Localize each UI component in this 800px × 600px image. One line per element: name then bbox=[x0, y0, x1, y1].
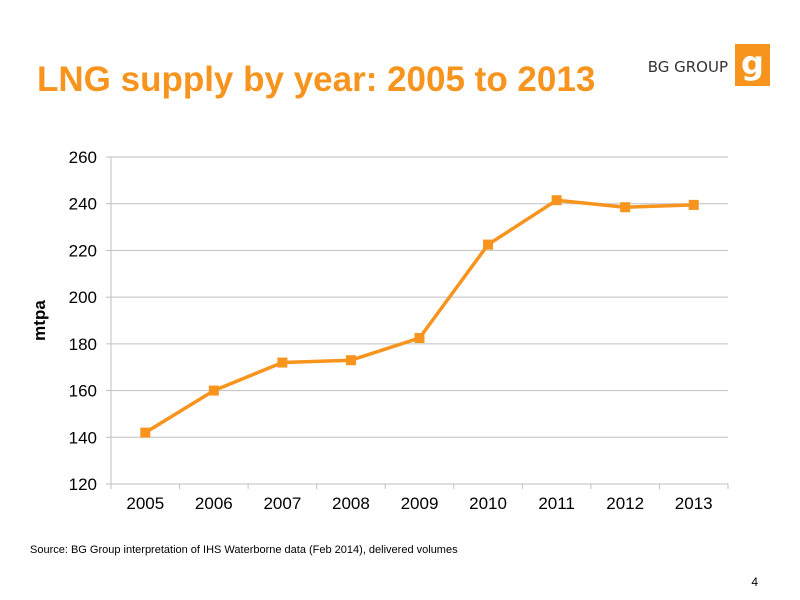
y-tick-label: 140 bbox=[69, 428, 97, 447]
data-point bbox=[483, 239, 494, 250]
logo-letter: g bbox=[741, 44, 764, 82]
data-point bbox=[345, 355, 356, 366]
brand-name: BG GROUP bbox=[647, 58, 728, 76]
x-tick-label: 2005 bbox=[126, 494, 164, 513]
data-point bbox=[620, 202, 631, 213]
y-axis-title: mtpa bbox=[30, 300, 49, 341]
x-tick-label: 2008 bbox=[332, 494, 370, 513]
x-tick-label: 2009 bbox=[401, 494, 439, 513]
data-point bbox=[140, 427, 151, 438]
axes bbox=[106, 156, 729, 489]
data-point bbox=[414, 333, 425, 344]
data-point bbox=[277, 357, 288, 368]
bg-group-logo-icon: g bbox=[735, 44, 770, 86]
x-tick-label: 2013 bbox=[675, 494, 713, 513]
y-tick-label: 240 bbox=[69, 195, 97, 214]
x-tick-labels: 2005 2006 2007 2008 2009 2010 2011 2012 2013 bbox=[126, 494, 712, 513]
series-group bbox=[140, 195, 699, 438]
data-point bbox=[551, 195, 562, 206]
y-tick-label: 120 bbox=[69, 475, 97, 494]
y-tick-labels: 120 140 160 180 200 220 240 260 bbox=[69, 148, 97, 494]
x-tick-label: 2007 bbox=[263, 494, 301, 513]
x-tick-label: 2006 bbox=[195, 494, 233, 513]
logo-background bbox=[735, 44, 770, 86]
y-tick-label: 180 bbox=[69, 335, 97, 354]
y-tick-label: 260 bbox=[69, 148, 97, 167]
data-point bbox=[688, 199, 699, 210]
page-number: 4 bbox=[751, 575, 758, 589]
series-line bbox=[143, 198, 696, 435]
y-tick-label: 220 bbox=[69, 241, 97, 260]
x-tick-label: 2012 bbox=[606, 494, 644, 513]
slide-title: LNG supply by year: 2005 to 2013 bbox=[37, 60, 596, 99]
source-note: Source: BG Group interpretation of IHS W… bbox=[30, 544, 458, 556]
y-tick-label: 200 bbox=[69, 288, 97, 307]
x-tick-label: 2010 bbox=[469, 494, 507, 513]
x-tick-label: 2011 bbox=[538, 494, 575, 513]
data-point bbox=[208, 385, 219, 396]
gridlines bbox=[111, 156, 728, 438]
y-tick-label: 160 bbox=[69, 382, 97, 401]
